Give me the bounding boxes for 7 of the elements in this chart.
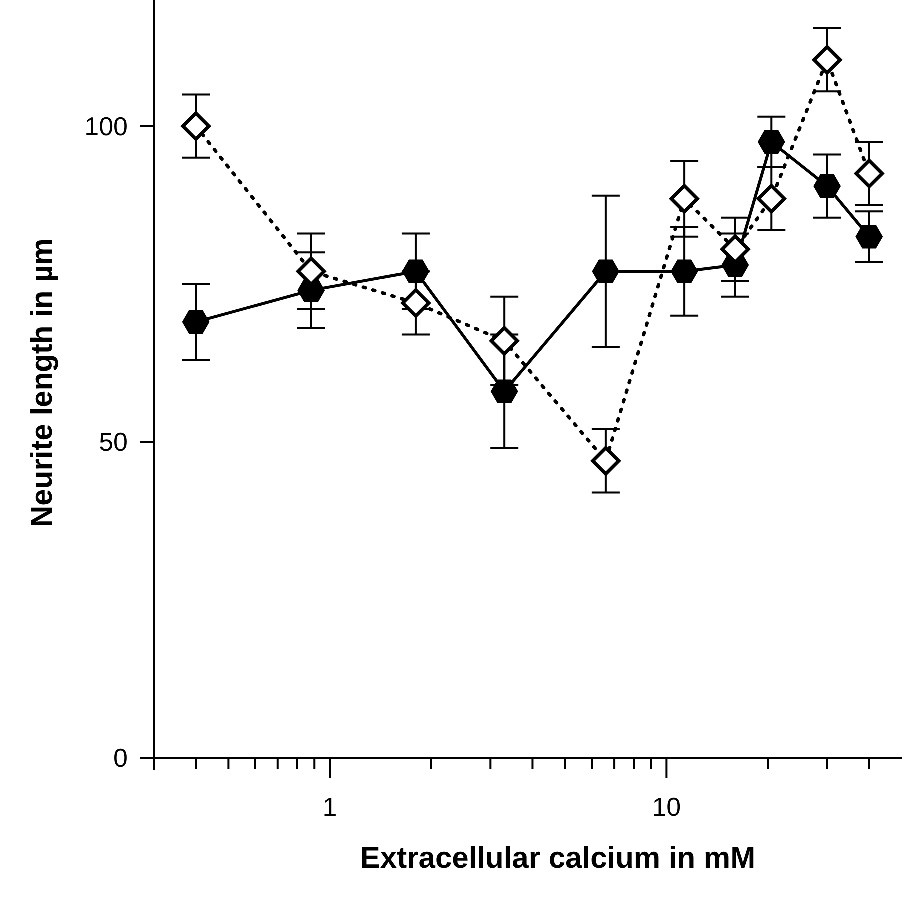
x-tick-label: 10 (652, 792, 682, 822)
y-tick-label: 50 (99, 427, 128, 458)
y-tick-label: 0 (114, 743, 128, 773)
x-tick-label: 1 (322, 792, 338, 822)
y-axis-title: Neurite length in µm (26, 238, 59, 528)
y-tick-label: 100 (84, 111, 128, 142)
x-axis-title: Extracellular calcium in mM (360, 842, 756, 875)
